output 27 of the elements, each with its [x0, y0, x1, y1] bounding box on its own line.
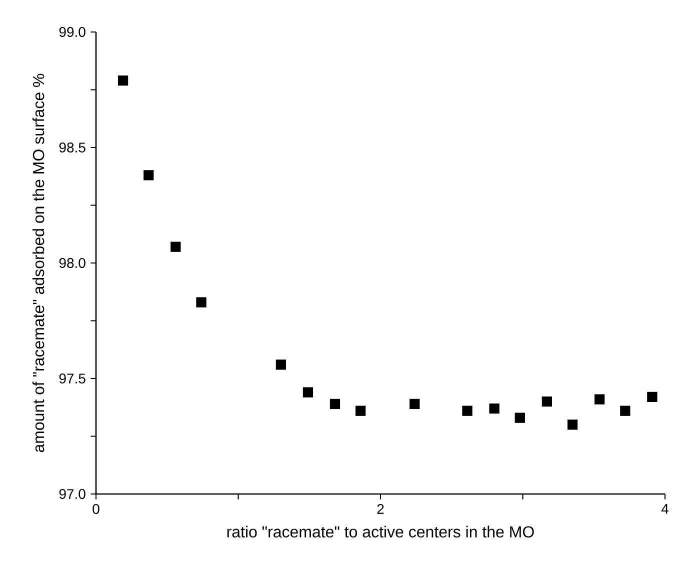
y-tick-label: 99.0	[59, 27, 86, 37]
y-tick-label: 97.0	[59, 489, 86, 499]
point	[489, 403, 500, 414]
point	[647, 392, 658, 402]
point	[196, 297, 206, 308]
point	[118, 75, 128, 86]
x-tick-label: 0	[92, 504, 100, 514]
x-tick-label: 4	[661, 504, 668, 514]
point	[276, 360, 286, 370]
point	[410, 398, 420, 409]
point	[462, 406, 472, 416]
point	[542, 396, 552, 407]
point	[302, 387, 314, 398]
x-tick-label: 2	[377, 504, 384, 514]
point	[170, 242, 181, 252]
point	[330, 398, 340, 409]
point	[514, 412, 525, 423]
point	[620, 406, 630, 416]
point	[144, 170, 154, 180]
point	[356, 406, 366, 416]
y-tick-label: 98.0	[59, 258, 86, 268]
y-tick-label: 98.5	[59, 142, 86, 152]
point	[594, 394, 605, 404]
y-tick-label: 97.5	[59, 374, 86, 384]
y-axis-title: amount of "racemate" adsorbed on the MO surface %	[32, 74, 44, 452]
x-axis-title: ratio "racemate" to active centers in the MO	[227, 526, 534, 538]
point	[567, 420, 578, 430]
